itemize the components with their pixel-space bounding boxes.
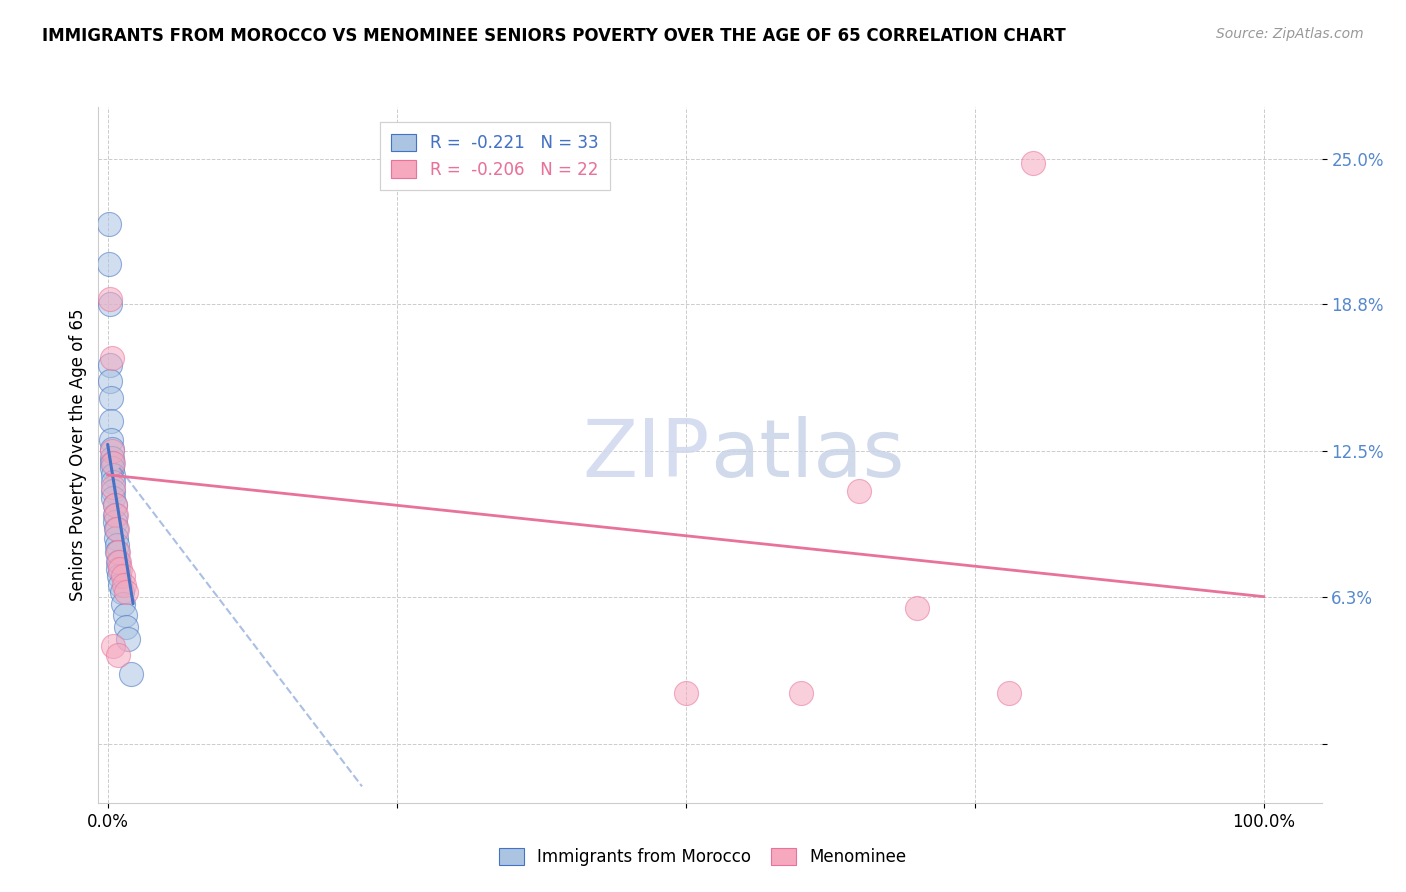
Point (105, 522, 128, 536)
Point (108, 554, 131, 568)
Point (115, 585, 138, 599)
Point (103, 484, 125, 499)
Point (107, 561, 129, 575)
Legend: Immigrants from Morocco, Menominee: Immigrants from Morocco, Menominee (491, 840, 915, 875)
Y-axis label: Seniors Poverty Over the Age of 65: Seniors Poverty Over the Age of 65 (69, 309, 87, 601)
Point (104, 508, 127, 522)
Point (117, 632, 139, 646)
Point (97, 257, 120, 271)
Point (100, 414, 122, 428)
Point (103, 456, 125, 470)
Point (103, 475, 125, 489)
Point (98, 358, 121, 372)
Point (110, 585, 132, 599)
Point (104, 531, 127, 545)
Text: atlas: atlas (710, 416, 904, 494)
Point (101, 351, 124, 365)
Legend: R =  -0.221   N = 33, R =  -0.206   N = 22: R = -0.221 N = 33, R = -0.206 N = 22 (380, 122, 610, 190)
Point (104, 515, 127, 529)
Text: IMMIGRANTS FROM MOROCCO VS MENOMINEE SENIORS POVERTY OVER THE AGE OF 65 CORRELAT: IMMIGRANTS FROM MOROCCO VS MENOMINEE SEN… (42, 27, 1066, 45)
Point (97, 217, 120, 231)
Point (848, 484, 870, 499)
Point (998, 686, 1021, 700)
Point (103, 479, 125, 493)
Point (790, 686, 813, 700)
Point (103, 639, 125, 653)
Point (110, 561, 132, 575)
Point (101, 460, 124, 475)
Point (101, 442, 124, 456)
Point (101, 456, 124, 470)
Point (101, 444, 124, 458)
Point (108, 568, 131, 582)
Point (98, 292, 121, 306)
Point (100, 391, 122, 405)
Point (104, 498, 127, 512)
Text: ZIP: ZIP (582, 416, 710, 494)
Point (100, 433, 122, 447)
Point (107, 648, 129, 663)
Point (104, 522, 127, 536)
Point (675, 686, 697, 700)
Point (114, 608, 136, 623)
Text: Source: ZipAtlas.com: Source: ZipAtlas.com (1216, 27, 1364, 41)
Point (111, 597, 134, 611)
Point (1021, 156, 1043, 170)
Point (905, 601, 928, 615)
Point (101, 451, 124, 466)
Point (107, 545, 129, 559)
Point (105, 545, 128, 559)
Point (115, 620, 138, 634)
Point (110, 578, 132, 592)
Point (105, 538, 128, 552)
Point (104, 508, 127, 522)
Point (111, 568, 134, 582)
Point (104, 498, 127, 512)
Point (103, 467, 125, 482)
Point (112, 578, 135, 592)
Point (98, 297, 121, 311)
Point (103, 491, 125, 506)
Point (120, 667, 142, 681)
Point (98, 374, 121, 388)
Point (107, 554, 129, 568)
